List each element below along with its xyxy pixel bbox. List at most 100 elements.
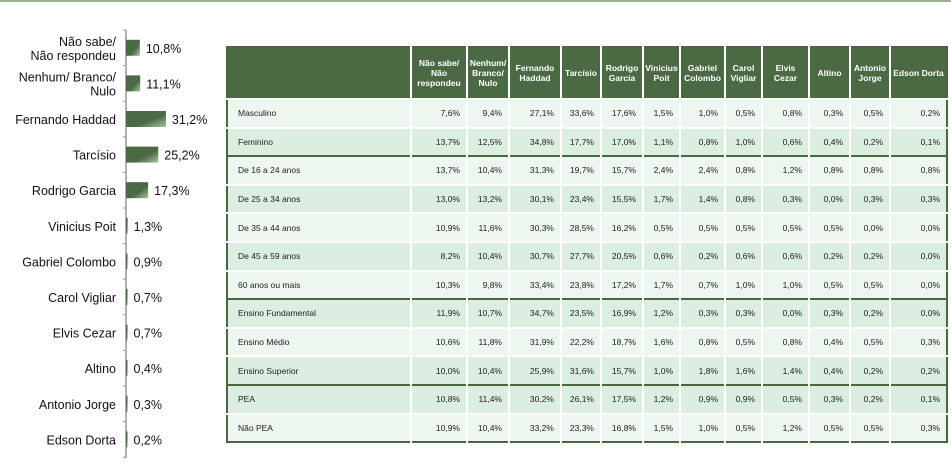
- table-cell: 0,8%: [849, 155, 890, 185]
- table-cell: 0,5%: [761, 383, 809, 414]
- table-cell: 0,2%: [889, 355, 947, 385]
- table-cell: 15,5%: [600, 183, 643, 214]
- table-cell: 16,8%: [600, 412, 643, 443]
- table-cell: 13,7%: [410, 155, 467, 185]
- table-cell: 2,4%: [642, 155, 680, 185]
- table-cell: 0,2%: [849, 355, 890, 385]
- table-cell: 0,0%: [889, 298, 947, 328]
- table-cell: 33,4%: [508, 269, 561, 300]
- table-cell: 33,2%: [508, 412, 561, 443]
- table-cell: 11,4%: [466, 383, 509, 414]
- table-cell: 30,3%: [508, 212, 561, 242]
- table-cell: 16,9%: [600, 298, 643, 328]
- table-cell: 26,1%: [560, 383, 601, 414]
- table-cell: 0,2%: [849, 383, 890, 414]
- table-cell: 23,3%: [560, 412, 601, 443]
- data-label: 0,9%: [134, 255, 163, 269]
- table-cell: 17,6%: [600, 98, 643, 128]
- table-cell: 11,8%: [466, 326, 509, 357]
- table-cell: 13,0%: [410, 183, 467, 214]
- table-cell: 0,2%: [849, 298, 890, 328]
- column-header: Vinicius Poit: [642, 47, 680, 99]
- category-label: Tarcísio: [73, 149, 116, 163]
- table-row: Não PEA 10,9% 10,4% 33,2% 23,3% 16,8% 1,5% 1,0%…: [227, 412, 947, 443]
- table-cell: 20,5%: [600, 240, 643, 271]
- column-header: Nenhum/ Branco/ Nulo: [466, 47, 509, 99]
- bar: [126, 431, 128, 448]
- table-cell: 13,2%: [466, 183, 509, 214]
- table-cell: 19,7%: [560, 155, 601, 185]
- table-cell: 33,6%: [560, 98, 601, 128]
- table-cell: 0,8%: [679, 326, 725, 357]
- data-label: 31,2%: [172, 113, 207, 127]
- table-row: De 16 a 24 anos 13,7% 10,4% 31,3% 19,7% 15,7%…: [227, 155, 947, 185]
- table-cell: 23,5%: [560, 298, 601, 328]
- category-label: Nulo: [90, 84, 116, 98]
- table-cell: 31,3%: [508, 155, 561, 185]
- table-cell: 12,5%: [466, 126, 509, 157]
- table-cell: 0,4%: [808, 126, 850, 157]
- column-header: Gabriel Colombo: [679, 47, 725, 99]
- table-cell: 0,3%: [808, 298, 850, 328]
- table-cell: 17,5%: [600, 383, 643, 414]
- table-cell: 17,7%: [560, 126, 601, 157]
- table-cell: 1,8%: [679, 355, 725, 385]
- table-cell: 0,3%: [849, 183, 890, 214]
- table-cell: 1,7%: [642, 269, 680, 300]
- table-cell: 13,7%: [410, 126, 467, 157]
- table-row: De 45 a 59 anos 8,2% 10,4% 30,7% 27,7% 20,5% 0…: [227, 240, 947, 271]
- table-cell: 34,7%: [508, 298, 561, 328]
- table-cell: 0,4%: [808, 326, 850, 357]
- table-cell: 9,4%: [466, 98, 509, 128]
- bar: [126, 217, 128, 234]
- table-cell: 10,4%: [466, 240, 509, 271]
- table-cell: 0,2%: [849, 240, 890, 271]
- table-cell: 0,0%: [889, 240, 947, 271]
- table-row: Masculino 7,6% 9,4% 27,1% 33,6% 17,6% 1,5% 1,0%…: [227, 98, 947, 128]
- bar: [126, 289, 128, 305]
- table-cell: 0,3%: [724, 298, 762, 328]
- table-cell: 30,7%: [508, 240, 561, 271]
- row-label: Masculino: [227, 98, 411, 128]
- bar: [126, 182, 149, 199]
- table-cell: 0,8%: [761, 98, 809, 128]
- table-cell: 10,4%: [466, 355, 509, 385]
- table-cell: 1,2%: [761, 155, 809, 185]
- category-label: Elvis Cezar: [53, 327, 116, 341]
- table-cell: 0,4%: [808, 355, 850, 385]
- table-cell: 27,7%: [560, 240, 601, 271]
- results-table: Não sabe/ Não respondeu Nenhum/ Branco/ N…: [226, 46, 948, 444]
- table-cell: 1,4%: [679, 183, 725, 214]
- table-cell: 0,2%: [849, 126, 890, 157]
- table-cell: 9,8%: [466, 269, 509, 300]
- table-cell: 1,2%: [642, 383, 680, 414]
- row-label: De 45 a 59 anos: [227, 240, 411, 271]
- table-cell: 10,3%: [410, 269, 467, 300]
- table-cell: 0,8%: [889, 155, 947, 185]
- table-cell: 0,3%: [808, 383, 850, 414]
- table-cell: 30,2%: [508, 383, 561, 414]
- table-cell: 15,7%: [600, 355, 643, 385]
- bar: [126, 111, 166, 127]
- table-cell: 23,4%: [560, 183, 601, 214]
- row-label: Ensino Superior: [227, 355, 411, 385]
- bar: [126, 75, 141, 92]
- data-label: 0,7%: [134, 327, 163, 341]
- column-header: Rodrigo Garcia: [600, 47, 643, 99]
- table-cell: 10,4%: [466, 155, 509, 185]
- table-cell: 0,8%: [761, 326, 809, 357]
- table-cell: 0,1%: [889, 126, 947, 157]
- table-cell: 0,7%: [679, 269, 725, 300]
- table-cell: 0,8%: [724, 155, 762, 185]
- category-label: Gabriel Colombo: [22, 255, 116, 269]
- table-cell: 0,0%: [889, 212, 947, 242]
- table-cell: 11,6%: [466, 212, 509, 242]
- column-header: Elvis Cezar: [761, 47, 809, 99]
- table-cell: 0,5%: [724, 98, 762, 128]
- table-cell: 0,9%: [724, 383, 762, 414]
- table-cell: 0,5%: [849, 412, 890, 443]
- table-cell: 15,7%: [600, 155, 643, 185]
- category-label: Fernando Haddad: [15, 113, 116, 127]
- table-cell: 0,5%: [642, 212, 680, 242]
- row-label: De 16 a 24 anos: [227, 155, 411, 185]
